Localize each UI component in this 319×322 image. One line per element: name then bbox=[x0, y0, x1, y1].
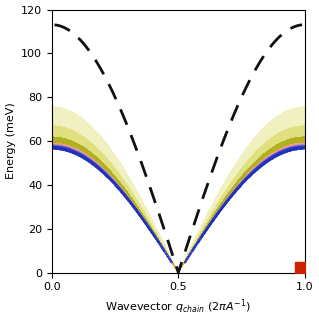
Y-axis label: Energy (meV): Energy (meV) bbox=[5, 103, 16, 179]
X-axis label: Wavevector $q_{chain}$ $(2\pi A^{-1})$: Wavevector $q_{chain}$ $(2\pi A^{-1})$ bbox=[105, 298, 251, 317]
